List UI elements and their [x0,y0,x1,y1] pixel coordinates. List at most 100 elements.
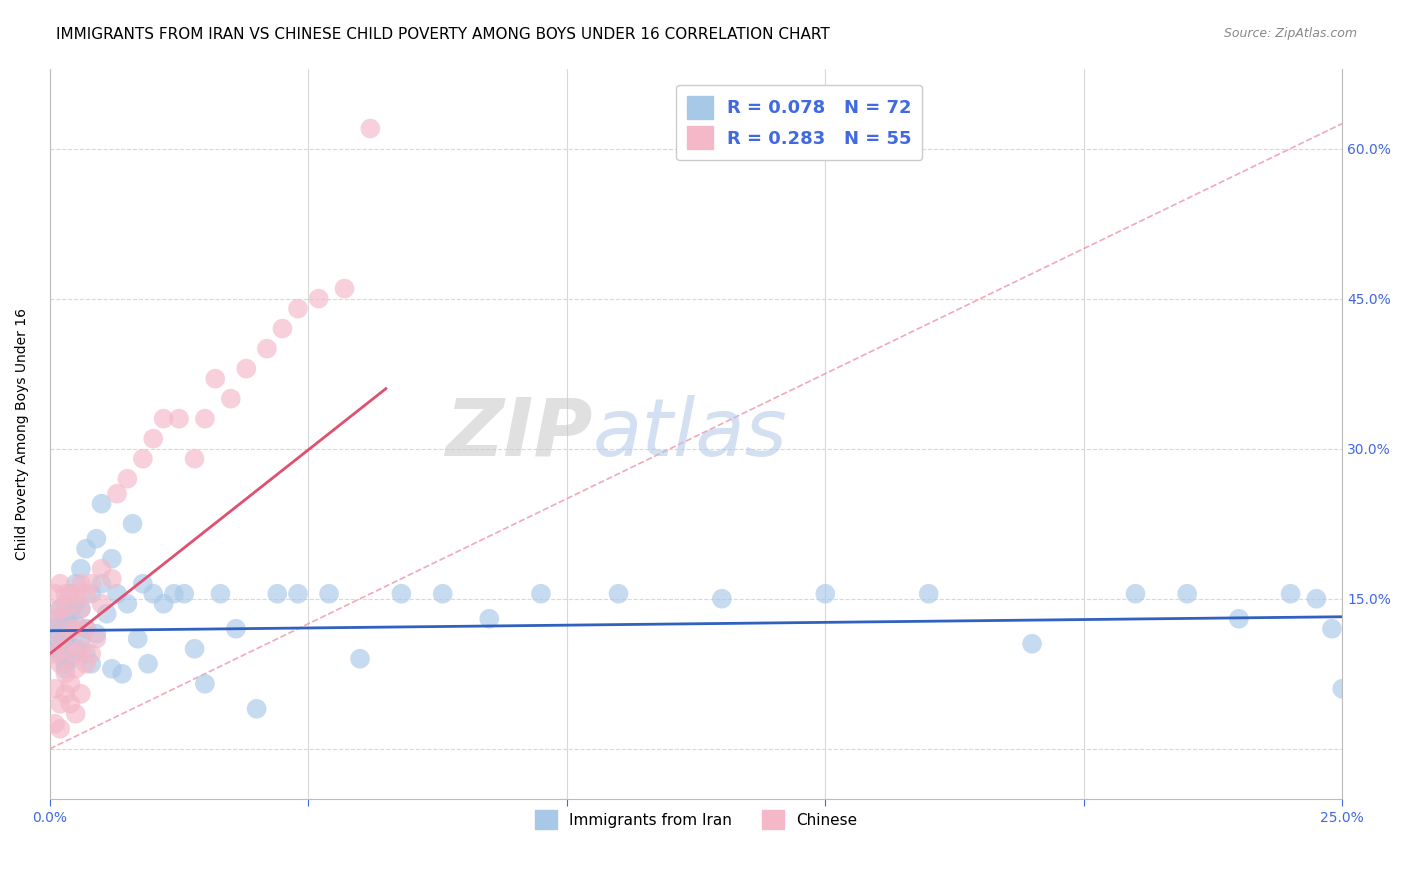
Point [90,562,112,576]
Point [53,657,76,671]
Legend: Immigrants from Iran, Chinese: Immigrants from Iran, Chinese [529,805,863,835]
Point [49,647,72,661]
Point [86,532,108,546]
Point [75,657,97,671]
Point [49,722,72,736]
Y-axis label: Child Poverty Among Boys Under 16: Child Poverty Among Boys Under 16 [15,308,30,559]
Point [246,702,269,716]
Point [117,472,139,486]
Point [53,666,76,681]
Point [1175,587,1198,601]
Point [75,587,97,601]
Point [44,641,66,656]
Point [359,121,381,136]
Point [101,662,124,676]
Point [136,657,159,671]
Point [59,697,82,711]
Point [607,587,630,601]
Point [90,497,112,511]
Point [96,607,118,621]
Point [1227,612,1250,626]
Point [65,587,87,601]
Point [70,632,93,646]
Point [194,411,217,425]
Point [117,597,139,611]
Point [225,622,247,636]
Point [389,587,412,601]
Point [70,562,93,576]
Point [70,601,93,615]
Text: IMMIGRANTS FROM IRAN VS CHINESE CHILD POVERTY AMONG BOYS UNDER 16 CORRELATION CH: IMMIGRANTS FROM IRAN VS CHINESE CHILD PO… [56,27,830,42]
Point [209,587,232,601]
Point [152,411,174,425]
Point [86,632,108,646]
Point [105,486,128,500]
Point [44,716,66,731]
Point [53,601,76,615]
Point [287,301,309,316]
Point [105,587,128,601]
Text: ZIP: ZIP [446,394,593,473]
Point [53,612,76,626]
Point [1320,622,1343,636]
Point [75,622,97,636]
Point [86,626,108,640]
Text: Source: ZipAtlas.com: Source: ZipAtlas.com [1223,27,1357,40]
Point [49,632,72,646]
Point [814,587,837,601]
Text: atlas: atlas [593,394,787,473]
Point [1021,637,1043,651]
Point [65,576,87,591]
Point [1279,587,1302,601]
Point [256,342,278,356]
Point [49,576,72,591]
Point [53,632,76,646]
Point [44,587,66,601]
Point [918,587,941,601]
Point [70,641,93,656]
Point [44,647,66,661]
Point [173,587,195,601]
Point [183,451,205,466]
Point [59,652,82,666]
Point [530,587,553,601]
Point [49,616,72,631]
Point [127,632,149,646]
Point [49,637,72,651]
Point [111,666,134,681]
Point [49,657,72,671]
Point [287,587,309,601]
Point [44,612,66,626]
Point [90,576,112,591]
Point [333,282,356,296]
Point [101,572,124,586]
Point [70,576,93,591]
Point [167,411,190,425]
Point [432,587,454,601]
Point [65,597,87,611]
Point [132,576,155,591]
Point [65,647,87,661]
Point [53,641,76,656]
Point [478,612,501,626]
Point [80,647,103,661]
Point [710,591,733,606]
Point [70,601,93,615]
Point [349,652,371,666]
Point [75,541,97,556]
Point [132,451,155,466]
Point [271,321,294,335]
Point [53,597,76,611]
Point [183,641,205,656]
Point [49,601,72,615]
Point [59,677,82,691]
Point [65,622,87,636]
Point [44,622,66,636]
Point [142,432,165,446]
Point [44,681,66,696]
Point [49,697,72,711]
Point [44,612,66,626]
Point [1305,591,1327,606]
Point [53,662,76,676]
Point [75,622,97,636]
